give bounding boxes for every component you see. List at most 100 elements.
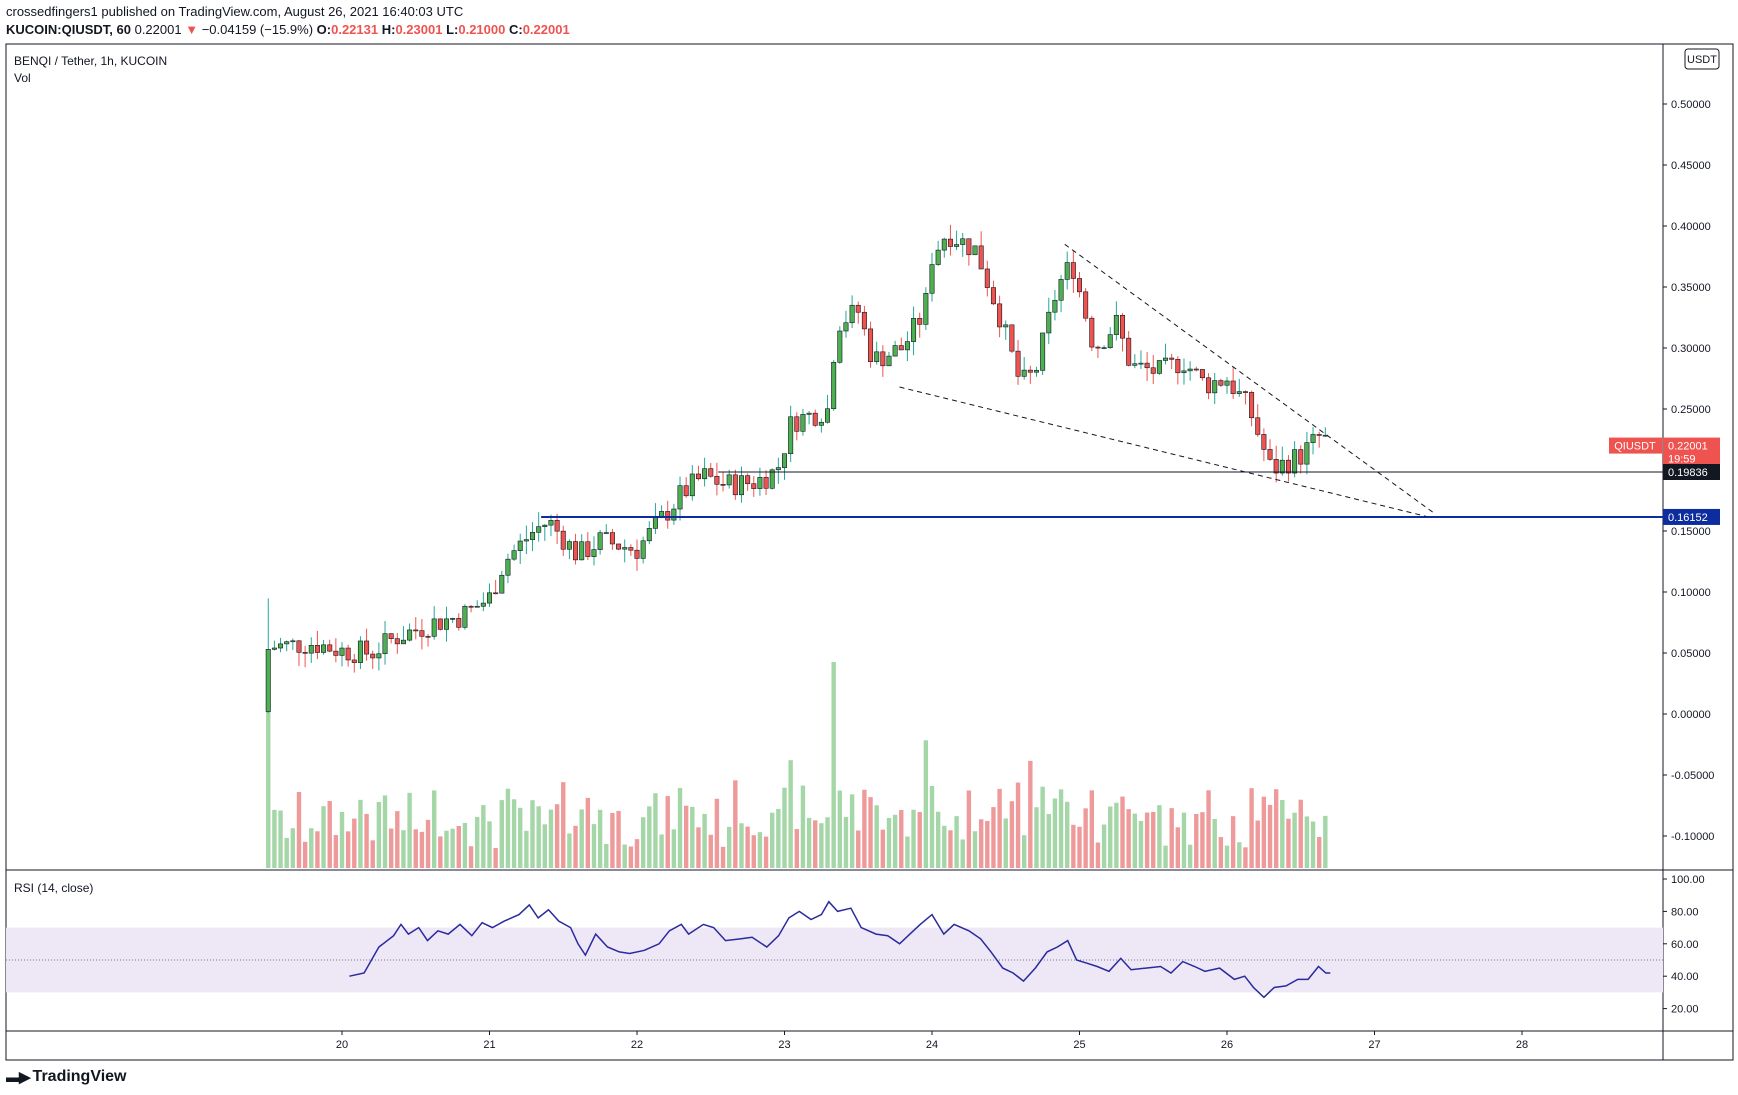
volume-bar bbox=[935, 811, 941, 868]
volume-bar bbox=[1255, 820, 1260, 868]
price-tick-label: 0.00000 bbox=[1671, 709, 1711, 721]
tradingview-logo[interactable]: ▬▶ TradingView bbox=[6, 1068, 127, 1086]
candle-body bbox=[1279, 459, 1285, 474]
volume-bar bbox=[757, 832, 763, 868]
candle-body bbox=[923, 292, 929, 325]
volume-bar bbox=[1175, 827, 1181, 868]
candle-body bbox=[929, 264, 935, 294]
volume-legend: Vol bbox=[14, 71, 31, 85]
candle-body bbox=[486, 592, 492, 604]
candle-body bbox=[1273, 459, 1279, 474]
low-label: L: bbox=[446, 22, 459, 37]
candle-body bbox=[566, 541, 572, 550]
volume-bar bbox=[1187, 844, 1193, 868]
volume-bar bbox=[665, 796, 670, 868]
candle-body bbox=[1224, 380, 1230, 386]
volume-bar bbox=[364, 813, 369, 868]
candle-body bbox=[831, 361, 837, 410]
volume-bar bbox=[690, 806, 695, 868]
candle-body bbox=[511, 550, 517, 560]
last-price-label: 0.22001 bbox=[1668, 441, 1708, 453]
price-tick-label: 0.45000 bbox=[1671, 160, 1711, 172]
level-badge-2 bbox=[1663, 508, 1720, 525]
volume-bar bbox=[1034, 807, 1039, 868]
candle-body bbox=[960, 238, 966, 245]
volume-bar bbox=[413, 829, 418, 868]
volume-bar bbox=[776, 808, 781, 868]
volume-bar bbox=[794, 829, 799, 868]
volume-bar bbox=[1046, 814, 1051, 868]
volume-bar bbox=[450, 828, 455, 868]
candle-body bbox=[941, 238, 947, 251]
candle-body bbox=[702, 468, 708, 480]
volume-bar bbox=[892, 814, 898, 868]
candle-body bbox=[695, 473, 701, 480]
volume-bar bbox=[296, 791, 302, 868]
horizontal-levels bbox=[541, 471, 1663, 518]
candle-body bbox=[640, 540, 646, 559]
candle-body bbox=[1132, 363, 1138, 366]
candle-body bbox=[868, 328, 874, 362]
volume-bar bbox=[444, 830, 449, 868]
volume-bar bbox=[862, 789, 867, 868]
volume-bar bbox=[266, 678, 271, 868]
candle-body bbox=[1138, 362, 1144, 365]
candle-body bbox=[616, 543, 622, 550]
volume-bar bbox=[1249, 788, 1254, 868]
candle-body bbox=[431, 618, 437, 637]
candle-body bbox=[978, 245, 984, 270]
volume-bar bbox=[788, 760, 793, 868]
candle-body bbox=[972, 245, 978, 256]
volume-bar bbox=[991, 807, 996, 868]
volume-bar bbox=[1237, 842, 1242, 868]
rsi-tick-label: 40.00 bbox=[1671, 971, 1699, 983]
last-price-badge bbox=[1663, 437, 1720, 466]
volume-bar bbox=[948, 830, 953, 868]
volume-bars bbox=[266, 662, 1328, 868]
volume-bar bbox=[1323, 815, 1328, 868]
lower-trendline[interactable] bbox=[899, 386, 1427, 517]
volume-bar bbox=[733, 780, 738, 868]
volume-bar bbox=[825, 817, 830, 868]
candle-body bbox=[1206, 377, 1212, 394]
candle-body bbox=[1120, 314, 1126, 339]
volume-bar bbox=[567, 833, 572, 868]
currency-label: USDT bbox=[1687, 54, 1717, 66]
candle-body bbox=[1298, 449, 1304, 465]
volume-bar bbox=[880, 829, 886, 868]
price-tick-label: 0.25000 bbox=[1671, 404, 1711, 416]
volume-bar bbox=[978, 819, 984, 868]
volume-bar bbox=[309, 828, 314, 868]
candle-body bbox=[1003, 324, 1009, 328]
time-tick-label: 26 bbox=[1221, 1039, 1233, 1051]
candle-body bbox=[763, 477, 769, 489]
candle-body bbox=[794, 416, 800, 432]
volume-bar bbox=[1021, 835, 1027, 868]
candle-body bbox=[646, 528, 652, 542]
volume-bar bbox=[1194, 813, 1199, 868]
volume-bar bbox=[1077, 826, 1082, 868]
volume-bar bbox=[868, 797, 873, 868]
candle-body bbox=[1304, 442, 1310, 465]
upper-trendline[interactable] bbox=[1064, 243, 1434, 514]
candle-body bbox=[1040, 332, 1046, 371]
candle-body bbox=[622, 547, 628, 550]
volume-bar bbox=[1071, 824, 1076, 868]
volume-bar bbox=[1218, 837, 1224, 868]
candle-body bbox=[382, 633, 388, 655]
volume-bar bbox=[284, 837, 289, 868]
candle-body bbox=[345, 647, 351, 661]
volume-bar bbox=[1243, 847, 1248, 868]
volume-bar bbox=[677, 787, 683, 868]
volume-bar bbox=[1058, 789, 1064, 868]
candle-body bbox=[781, 453, 787, 468]
symbol-summary: KUCOIN:QIUSDT, 60 0.22001 ▼ −0.04159 (−1… bbox=[6, 22, 570, 37]
price-tick-label: 0.35000 bbox=[1671, 282, 1711, 294]
currency-badge[interactable] bbox=[1684, 48, 1720, 70]
level-badge-1 bbox=[1663, 464, 1720, 481]
volume-bar bbox=[462, 823, 468, 868]
volume-bar bbox=[395, 811, 400, 868]
close-value: 0.22001 bbox=[522, 22, 570, 37]
volume-bar bbox=[1169, 808, 1174, 868]
